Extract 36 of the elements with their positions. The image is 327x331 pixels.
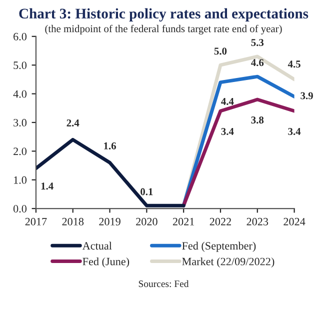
x-tick-label: 2018 [62, 218, 84, 226]
x-tick-label: 2020 [136, 218, 158, 226]
y-tick-label: 4.0 [13, 90, 27, 98]
x-tick-label: 2024 [284, 218, 306, 226]
data-label: 4.5 [288, 60, 300, 68]
y-tick-label: 3.0 [14, 118, 27, 126]
data-label: 1.6 [104, 142, 116, 150]
data-label: 3.8 [251, 116, 264, 124]
data-label: 4.6 [251, 59, 264, 66]
data-label: 2.4 [66, 119, 80, 126]
x-tick-label: 2019 [99, 218, 120, 226]
legend-label: Fed (September) [182, 242, 256, 252]
data-label: 5.0 [214, 48, 227, 55]
y-tick-label: 0.0 [13, 204, 27, 213]
line-series [36, 138, 186, 208]
x-tick-label: 2021 [172, 218, 194, 226]
data-label: 3.9 [300, 92, 313, 100]
x-tick-label: 2017 [25, 218, 47, 226]
legend-label: Market (22/09/2022) [182, 257, 274, 268]
data-label: 0.1 [140, 188, 153, 196]
data-label: 3.4 [221, 128, 234, 136]
chart-subtitle: (the midpoint of the federal funds target rate end of year) [45, 24, 282, 34]
data-label: 3.4 [288, 128, 301, 136]
legend-label: Fed (June) [82, 257, 130, 268]
y-tick-label: 5.0 [14, 62, 27, 70]
data-label: 4.4 [221, 98, 234, 105]
data-label: 5.3 [251, 39, 264, 46]
x-tick-label: 2023 [246, 218, 268, 226]
chart-title: Chart 3: Historic policy rates and expectations [19, 8, 308, 22]
y-tick-label: 1.0 [14, 176, 27, 184]
y-tick-label: 2.0 [14, 148, 27, 156]
y-tick-label: 6.0 [14, 32, 27, 40]
legend-label: Actual [82, 242, 112, 250]
source-note: Sources: Fed [138, 280, 189, 288]
x-tick-label: 2022 [210, 218, 231, 226]
data-label: 1.4 [41, 182, 54, 190]
